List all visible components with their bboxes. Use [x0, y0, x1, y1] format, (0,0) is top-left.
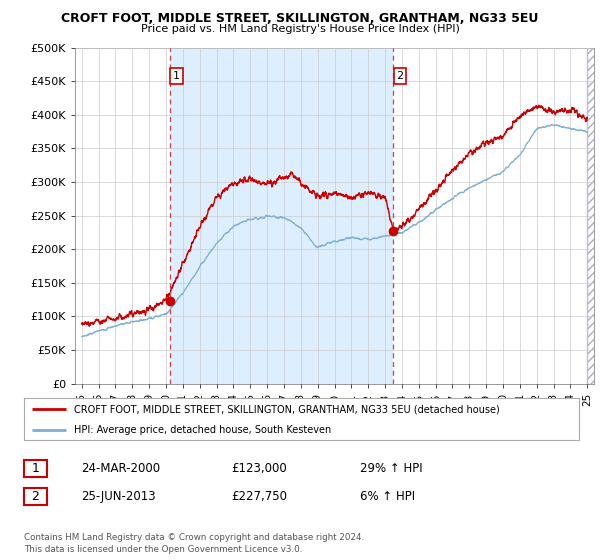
- Text: 24-MAR-2000: 24-MAR-2000: [81, 462, 160, 475]
- Text: £123,000: £123,000: [231, 462, 287, 475]
- Text: 25-JUN-2013: 25-JUN-2013: [81, 490, 155, 503]
- Text: CROFT FOOT, MIDDLE STREET, SKILLINGTON, GRANTHAM, NG33 5EU (detached house): CROFT FOOT, MIDDLE STREET, SKILLINGTON, …: [74, 404, 500, 414]
- Text: This data is licensed under the Open Government Licence v3.0.: This data is licensed under the Open Gov…: [24, 545, 302, 554]
- Text: 1: 1: [173, 71, 180, 81]
- Text: 2: 2: [31, 489, 40, 503]
- Text: 1: 1: [31, 461, 40, 475]
- Text: Price paid vs. HM Land Registry's House Price Index (HPI): Price paid vs. HM Land Registry's House …: [140, 24, 460, 34]
- Text: 2: 2: [397, 71, 404, 81]
- Text: Contains HM Land Registry data © Crown copyright and database right 2024.: Contains HM Land Registry data © Crown c…: [24, 533, 364, 542]
- Text: CROFT FOOT, MIDDLE STREET, SKILLINGTON, GRANTHAM, NG33 5EU: CROFT FOOT, MIDDLE STREET, SKILLINGTON, …: [61, 12, 539, 25]
- Bar: [170, 48, 393, 384]
- Bar: [587, 48, 596, 384]
- Text: HPI: Average price, detached house, South Kesteven: HPI: Average price, detached house, Sout…: [74, 426, 331, 435]
- Text: 29% ↑ HPI: 29% ↑ HPI: [360, 462, 422, 475]
- Text: 6% ↑ HPI: 6% ↑ HPI: [360, 490, 415, 503]
- Text: £227,750: £227,750: [231, 490, 287, 503]
